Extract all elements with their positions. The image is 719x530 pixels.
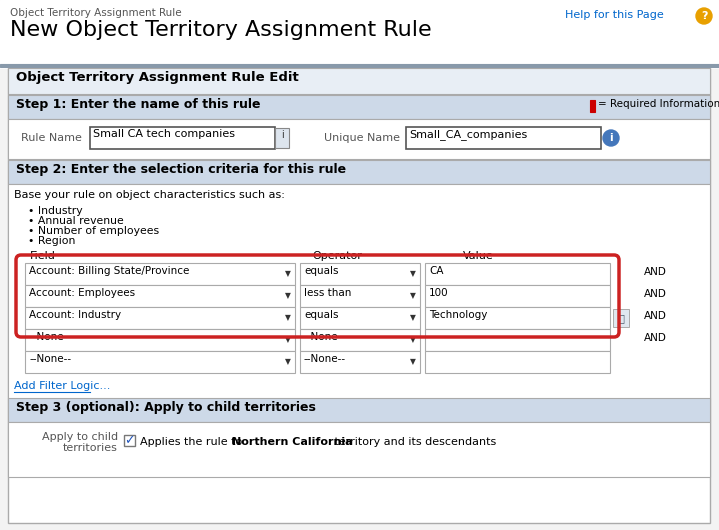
Bar bbox=[425, 351, 610, 373]
Bar bbox=[8, 95, 710, 119]
Text: --None--: --None-- bbox=[304, 332, 346, 342]
Text: ▼: ▼ bbox=[410, 314, 416, 322]
Bar bbox=[300, 351, 420, 373]
Bar bbox=[613, 309, 629, 327]
Text: territories: territories bbox=[63, 443, 118, 453]
Text: --None--: --None-- bbox=[29, 354, 71, 364]
Text: i: i bbox=[280, 130, 283, 140]
Bar bbox=[425, 307, 610, 329]
Bar bbox=[300, 285, 420, 307]
Text: AND: AND bbox=[644, 289, 667, 299]
Text: less than: less than bbox=[304, 288, 352, 298]
Text: AND: AND bbox=[644, 333, 667, 343]
Text: Unique Name: Unique Name bbox=[324, 133, 400, 143]
Circle shape bbox=[696, 8, 712, 24]
Text: Operator: Operator bbox=[312, 251, 362, 261]
Bar bbox=[8, 422, 710, 477]
Text: ▼: ▼ bbox=[285, 335, 291, 344]
Text: Value: Value bbox=[463, 251, 494, 261]
Bar bbox=[406, 127, 601, 149]
Text: CA: CA bbox=[429, 266, 444, 276]
Text: Account: Employees: Account: Employees bbox=[29, 288, 135, 298]
Text: Small CA tech companies: Small CA tech companies bbox=[93, 129, 235, 139]
Text: territory and its descendants: territory and its descendants bbox=[331, 437, 496, 447]
Bar bbox=[8, 68, 710, 94]
Text: Field: Field bbox=[30, 251, 56, 261]
Text: Rule Name: Rule Name bbox=[21, 133, 82, 143]
Text: ▼: ▼ bbox=[285, 292, 291, 301]
Text: ▼: ▼ bbox=[410, 358, 416, 367]
Text: Account: Industry: Account: Industry bbox=[29, 310, 121, 320]
Text: Apply to child: Apply to child bbox=[42, 432, 118, 442]
Text: Step 2: Enter the selection criteria for this rule: Step 2: Enter the selection criteria for… bbox=[16, 163, 346, 176]
Bar bbox=[124, 435, 135, 446]
Bar bbox=[8, 160, 710, 184]
Text: Step 3 (optional): Apply to child territories: Step 3 (optional): Apply to child territ… bbox=[16, 401, 316, 414]
Text: ▼: ▼ bbox=[410, 292, 416, 301]
Bar bbox=[8, 184, 710, 449]
Text: Applies the rule to: Applies the rule to bbox=[140, 437, 246, 447]
Text: Account: Billing State/Province: Account: Billing State/Province bbox=[29, 266, 189, 276]
Bar bbox=[0, 64, 719, 67]
Text: AND: AND bbox=[644, 267, 667, 277]
Text: Technology: Technology bbox=[429, 310, 487, 320]
Text: New Object Territory Assignment Rule: New Object Territory Assignment Rule bbox=[10, 20, 431, 40]
Text: Help for this Page: Help for this Page bbox=[565, 10, 664, 20]
Text: Northern California: Northern California bbox=[232, 437, 352, 447]
Bar bbox=[275, 128, 289, 148]
Bar bbox=[8, 119, 710, 159]
Text: Add Filter Logic...: Add Filter Logic... bbox=[14, 381, 111, 391]
Text: • Annual revenue: • Annual revenue bbox=[28, 216, 124, 226]
Text: ▼: ▼ bbox=[285, 314, 291, 322]
Text: equals: equals bbox=[304, 266, 339, 276]
Bar bbox=[590, 100, 595, 112]
Bar bbox=[425, 263, 610, 285]
Text: ▼: ▼ bbox=[285, 269, 291, 278]
Text: ▼: ▼ bbox=[410, 335, 416, 344]
Bar bbox=[300, 263, 420, 285]
Text: Step 1: Enter the name of this rule: Step 1: Enter the name of this rule bbox=[16, 98, 260, 111]
Bar bbox=[8, 68, 710, 523]
Bar bbox=[25, 329, 295, 351]
Text: = Required Information: = Required Information bbox=[598, 99, 719, 109]
Bar bbox=[300, 307, 420, 329]
Text: Object Territory Assignment Rule Edit: Object Territory Assignment Rule Edit bbox=[16, 71, 299, 84]
Bar bbox=[425, 329, 610, 351]
Bar bbox=[8, 398, 710, 422]
Text: i: i bbox=[609, 133, 613, 143]
Text: • Industry: • Industry bbox=[28, 206, 83, 216]
Bar bbox=[300, 329, 420, 351]
Text: 100: 100 bbox=[429, 288, 449, 298]
Text: ✓: ✓ bbox=[124, 434, 134, 447]
Text: equals: equals bbox=[304, 310, 339, 320]
Bar bbox=[0, 0, 719, 68]
Text: • Region: • Region bbox=[28, 236, 75, 246]
Circle shape bbox=[603, 130, 619, 146]
Bar bbox=[25, 285, 295, 307]
Text: Object Territory Assignment Rule: Object Territory Assignment Rule bbox=[10, 8, 182, 18]
Text: ?: ? bbox=[701, 11, 707, 21]
Text: ▼: ▼ bbox=[410, 269, 416, 278]
Bar bbox=[90, 127, 275, 149]
Text: • Number of employees: • Number of employees bbox=[28, 226, 159, 236]
Text: --None--: --None-- bbox=[304, 354, 346, 364]
Text: --None--: --None-- bbox=[29, 332, 71, 342]
Bar bbox=[25, 307, 295, 329]
Text: Small_CA_companies: Small_CA_companies bbox=[409, 129, 527, 140]
Bar bbox=[425, 285, 610, 307]
Text: AND: AND bbox=[644, 311, 667, 321]
Text: Base your rule on object characteristics such as:: Base your rule on object characteristics… bbox=[14, 190, 285, 200]
Bar bbox=[25, 351, 295, 373]
Text: ▼: ▼ bbox=[285, 358, 291, 367]
Text: 🔍: 🔍 bbox=[618, 313, 624, 323]
Bar bbox=[25, 263, 295, 285]
